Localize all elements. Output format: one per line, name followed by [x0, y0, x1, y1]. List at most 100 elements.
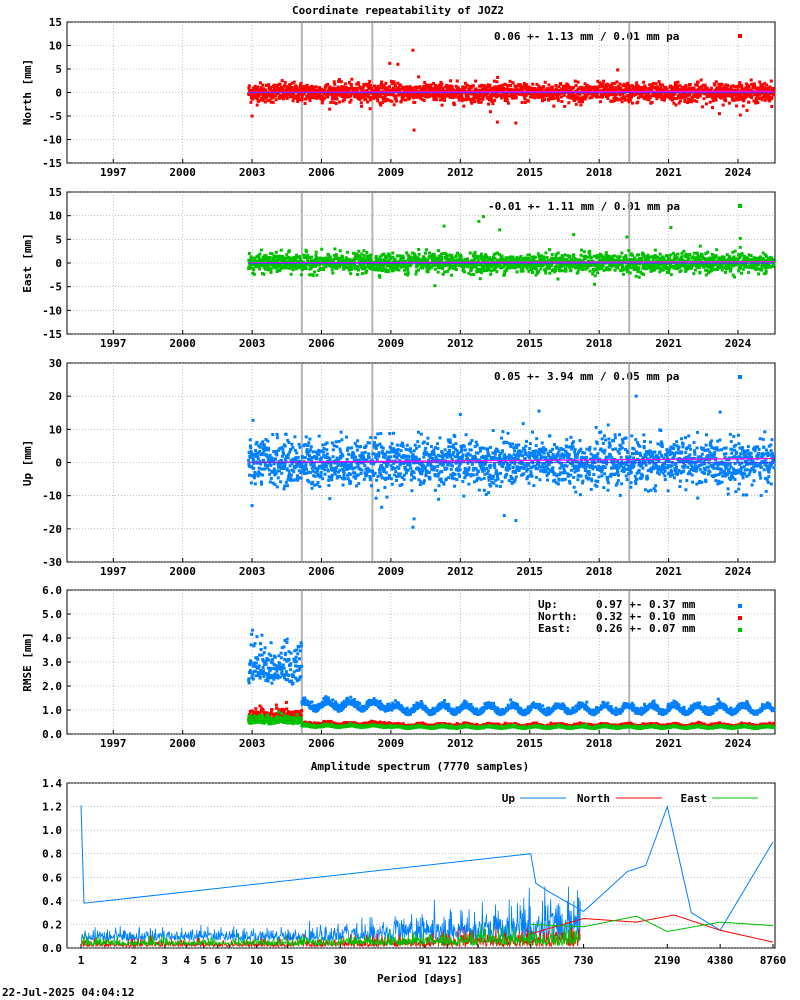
north-point: [591, 86, 595, 90]
up-point: [295, 474, 299, 478]
north-point: [349, 83, 353, 87]
north-point: [266, 99, 270, 103]
east-point: [710, 269, 714, 273]
up-point: [289, 447, 293, 451]
east-point: [531, 263, 535, 267]
y-tick-label: -15: [42, 157, 62, 170]
north-point: [712, 96, 716, 100]
north-point: [314, 85, 318, 89]
east-point: [353, 263, 357, 267]
east-point: [304, 250, 308, 254]
north-point: [440, 82, 444, 86]
x-tick-label: 2021: [655, 565, 682, 578]
north-point: [627, 100, 631, 104]
north-point: [763, 81, 767, 85]
east-point: [269, 270, 273, 274]
east-point: [624, 261, 628, 265]
east-point: [489, 272, 493, 276]
east-point: [399, 256, 403, 260]
east-point: [454, 254, 458, 258]
east-point: [405, 251, 409, 255]
east-point: [530, 268, 534, 272]
up-point: [303, 468, 307, 472]
north-point: [685, 87, 689, 91]
up-point: [297, 469, 301, 473]
north-stat-label: 0.06 +- 1.13 mm / 0.01 mm pa: [494, 30, 679, 43]
north-point: [535, 93, 539, 97]
east-point: [416, 268, 420, 272]
east-point: [687, 257, 691, 261]
north-point: [307, 93, 311, 97]
east-point: [443, 264, 447, 268]
north-point: [363, 95, 367, 99]
east-point: [369, 267, 373, 271]
east-point: [738, 255, 742, 259]
east-point: [658, 252, 662, 256]
north-point: [451, 92, 455, 96]
east-point: [676, 252, 680, 256]
east-point: [636, 253, 640, 257]
east-point: [668, 266, 672, 270]
east-point: [726, 259, 730, 263]
north-point: [410, 86, 414, 90]
east-point: [436, 259, 440, 263]
east-point: [503, 258, 507, 262]
north-point: [611, 86, 615, 90]
north-point: [738, 81, 742, 85]
east-point: [498, 253, 502, 257]
x-tick-label: 2021: [655, 337, 682, 350]
north-point: [580, 86, 584, 90]
up-point: [283, 444, 287, 448]
east-point: [255, 255, 259, 259]
north-point: [261, 98, 265, 102]
east-point: [270, 252, 274, 256]
x-tick-label: 2006: [308, 166, 335, 179]
north-point: [335, 91, 339, 95]
east-point: [503, 272, 507, 276]
north-point: [691, 95, 695, 99]
north-point: [684, 84, 688, 88]
east-point: [547, 266, 551, 270]
north-point: [747, 84, 751, 88]
north-point: [697, 86, 701, 90]
north-outlier-point: [616, 68, 620, 72]
east-point: [462, 270, 466, 274]
up-point: [280, 454, 284, 458]
east-point: [703, 264, 707, 268]
east-point: [628, 263, 632, 267]
north-point: [657, 80, 661, 84]
east-point: [621, 266, 625, 270]
north-point: [280, 79, 284, 83]
north-point: [696, 88, 700, 92]
east-point: [554, 268, 558, 272]
north-point: [589, 88, 593, 92]
north-point: [741, 87, 745, 91]
east-point: [276, 257, 280, 261]
north-point: [571, 85, 575, 89]
up-point: [262, 443, 266, 447]
east-point: [378, 255, 382, 259]
east-point: [475, 270, 479, 274]
east-point: [273, 258, 277, 262]
east-point: [430, 257, 434, 261]
north-point: [584, 95, 588, 99]
north-point: [575, 89, 579, 93]
north-point: [523, 100, 527, 104]
east-point: [268, 260, 272, 264]
north-point: [563, 104, 567, 108]
north-point: [678, 99, 682, 103]
north-point: [488, 110, 492, 114]
north-point: [337, 79, 341, 83]
east-point: [325, 259, 329, 263]
north-point: [601, 94, 605, 98]
north-point: [449, 79, 453, 83]
east-point: [632, 267, 636, 271]
east-point: [396, 264, 400, 268]
east-point: [756, 263, 760, 267]
up-point: [248, 473, 252, 477]
east-point: [277, 264, 281, 268]
east-point: [345, 265, 349, 269]
north-point: [536, 95, 540, 99]
north-point: [677, 93, 681, 97]
north-point: [437, 92, 441, 96]
